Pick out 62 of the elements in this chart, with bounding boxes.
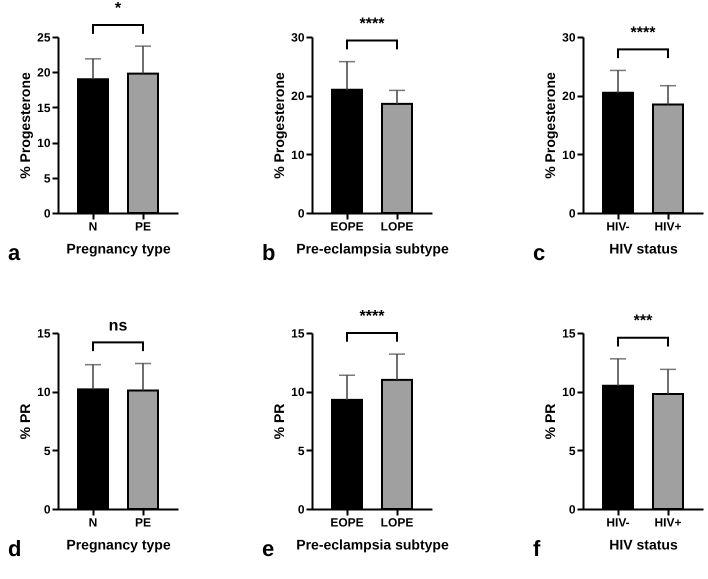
y-tick-label: 10 (37, 136, 51, 150)
x-tick-label: N (88, 516, 98, 530)
x-tick-label: LOPE (380, 516, 414, 530)
y-tick-label: 10 (37, 385, 51, 400)
y-tick-label: 25 (37, 30, 51, 44)
x-tick-label: HIV+ (654, 516, 682, 530)
y-tick-label: 0 (568, 206, 576, 220)
x-tick-label: PE (134, 220, 152, 234)
y-tick-label: 20 (291, 89, 305, 104)
y-tick-label: 5 (298, 444, 305, 458)
y-tick-label: 15 (291, 326, 305, 340)
x-tick-label: HIV+ (654, 220, 682, 234)
y-tick-label: 10 (291, 148, 305, 162)
y-tick-label: 30 (291, 30, 305, 44)
x-tick-label: HIV- (606, 220, 630, 234)
text: e (262, 536, 274, 561)
y-axis-title: % Progesterone (542, 72, 558, 179)
text: **** (360, 16, 386, 33)
y-axis-title: % PR (542, 404, 558, 440)
y-tick-label: 0 (44, 206, 51, 220)
x-tick-label: HIV- (606, 516, 630, 530)
y-tick-label: 15 (37, 326, 51, 340)
y-tick-label: 0 (44, 502, 51, 516)
x-tick-label: EOPE (330, 220, 364, 234)
text: * (114, 0, 122, 18)
y-tick-label: 0 (568, 502, 576, 516)
y-tick-label: 0 (298, 206, 305, 220)
y-axis-title: % PR (271, 404, 288, 440)
x-axis-title: Pre-eclampsia subtype (296, 536, 449, 552)
y-tick-label: 5 (568, 444, 576, 458)
y-tick-label: 10 (562, 385, 576, 400)
y-tick-label: 10 (291, 385, 305, 400)
text: a (8, 240, 21, 265)
text: **** (360, 308, 386, 325)
y-tick-label: 15 (37, 100, 51, 115)
annotation: **** (630, 24, 656, 42)
y-tick-label: 30 (562, 30, 576, 44)
x-tick-label: EOPE (330, 516, 364, 530)
y-axis-title: % Progesterone (17, 72, 34, 179)
y-axis-title: % Progesterone (271, 72, 288, 179)
y-tick-label: 20 (37, 66, 51, 80)
x-axis-title: HIV status (609, 240, 678, 256)
x-axis-title: Pregnancy type (66, 240, 171, 256)
y-tick-label: 20 (562, 89, 576, 104)
x-axis-title: Pre-eclampsia subtype (296, 240, 449, 256)
x-tick-label: LOPE (380, 220, 414, 234)
text: b (262, 240, 276, 265)
text: *** (634, 312, 654, 330)
annotation: ns (108, 317, 128, 334)
text: c (533, 240, 546, 265)
x-tick-label: N (88, 220, 98, 234)
y-axis-title: % PR (17, 404, 34, 440)
x-axis-title: HIV status (609, 536, 678, 552)
y-tick-label: 0 (298, 502, 305, 516)
x-tick-label: PE (134, 516, 152, 530)
text: f (533, 536, 541, 561)
text: d (8, 536, 22, 561)
y-tick-label: 15 (562, 326, 576, 340)
y-tick-label: 5 (44, 444, 51, 458)
y-tick-label: 5 (44, 171, 51, 186)
y-tick-label: 10 (562, 148, 576, 162)
x-axis-title: Pregnancy type (66, 536, 171, 552)
